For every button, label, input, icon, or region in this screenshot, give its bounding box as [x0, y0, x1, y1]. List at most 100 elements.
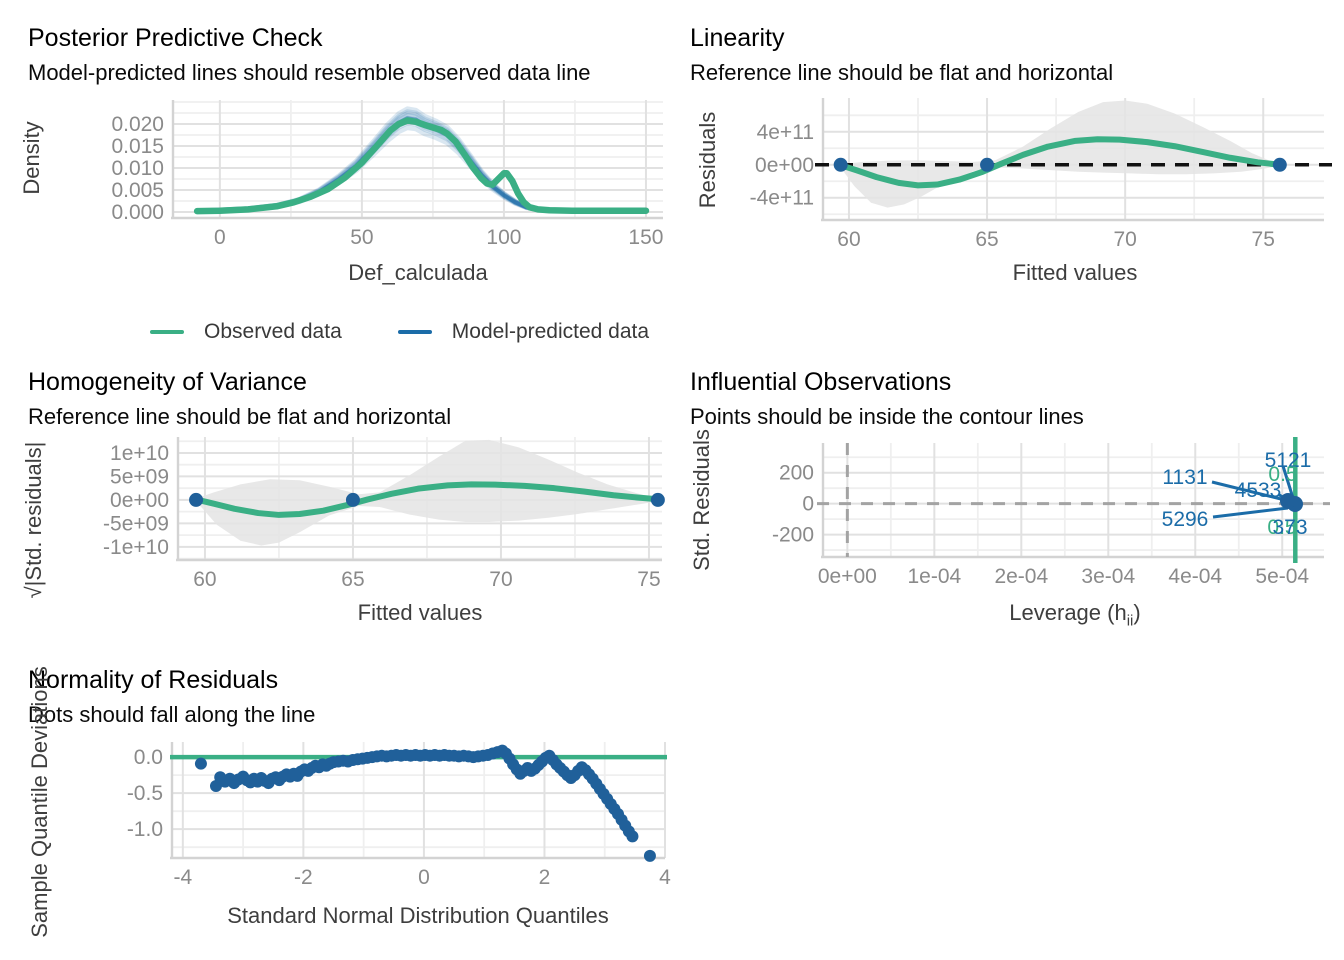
- panel-title: Homogeneity of Variance: [28, 368, 307, 396]
- x-axis-title-text: Leverage (h: [1009, 600, 1127, 625]
- y-tick-label: 0.010: [111, 157, 164, 180]
- data-point: [833, 157, 848, 172]
- point-label: 5121: [1265, 449, 1312, 472]
- x-tick-label: 0: [418, 866, 430, 889]
- point-label: 373: [1272, 516, 1307, 539]
- panel-subtitle: Points should be inside the contour line…: [690, 404, 1084, 429]
- legend-swatch-predicted: [397, 330, 432, 334]
- y-tick-label: 5e+09: [110, 465, 169, 488]
- point-label: 0.5: [1268, 463, 1297, 486]
- label-leader-line: [1212, 506, 1289, 519]
- confidence-band: [196, 439, 658, 546]
- x-tick-label: 5e-04: [1255, 565, 1309, 588]
- x-tick-label: 65: [341, 568, 364, 591]
- y-tick-label: 1e+10: [110, 442, 169, 465]
- data-point: [650, 492, 665, 507]
- normality-plot: 0.0 -0.5 -1.0 -4 -2 0 2 4: [127, 742, 671, 889]
- data-point: [626, 830, 639, 843]
- y-tick-label: 0.000: [111, 201, 164, 224]
- data-point: [643, 849, 656, 862]
- model-predicted-line: [194, 125, 649, 214]
- panel-title: Linearity: [690, 24, 785, 52]
- panel-subtitle: Dots should fall along the line: [28, 702, 316, 727]
- label-leader-line: [1211, 480, 1290, 503]
- x-tick-label: 2e-04: [994, 565, 1048, 588]
- panel-subtitle: Reference line should be flat and horizo…: [690, 60, 1114, 85]
- panel-title: Posterior Predictive Check: [28, 24, 323, 52]
- y-tick-label: 0.015: [111, 135, 164, 158]
- x-tick-label: 60: [193, 568, 216, 591]
- x-tick-label: 4: [659, 866, 671, 889]
- legend-label-observed: Observed data: [204, 320, 342, 343]
- x-tick-label: 65: [975, 228, 998, 251]
- panel-subtitle: Model-predicted lines should resemble ob…: [28, 60, 591, 85]
- data-point: [194, 757, 207, 770]
- x-tick-label: 75: [637, 568, 660, 591]
- panel-influential-observations: 200 0 -200 0e+00 1e-04 2e-04 3e-04 4e-04 5e-04 51…: [672, 360, 1344, 656]
- x-axis-title: Fitted values: [357, 600, 483, 625]
- point-label: 4533: [1235, 479, 1282, 502]
- panel-linearity: 4e+11 0e+00 -4e+11 60 65 70 75 Linearity Refer…: [672, 0, 1344, 360]
- point-label: 1131: [1162, 466, 1207, 489]
- linearity-plot: 4e+11 0e+00 -4e+11 60 65 70 75: [750, 98, 1332, 251]
- y-axis-title: Sample Quantile Deviations: [27, 666, 52, 938]
- y-tick-label: 0.005: [111, 179, 164, 202]
- data-point: [345, 492, 360, 507]
- panel-title: Normality of Residuals: [28, 666, 279, 694]
- x-tick-label: 0e+00: [818, 565, 877, 588]
- x-axis-title-subscript: ii: [1126, 612, 1134, 630]
- y-axis-title: Std. Residuals: [689, 429, 714, 571]
- x-tick-label: 70: [489, 568, 512, 591]
- legend: Observed data Model-predicted data: [150, 320, 649, 344]
- panel-normality-of-residuals: 0.0 -0.5 -1.0 -4 -2 0 2 4 Normality of Residual…: [0, 656, 672, 960]
- x-tick-label: -4: [174, 866, 193, 889]
- x-axis-title: Fitted values: [1012, 260, 1138, 285]
- y-axis-title: Residuals: [695, 111, 720, 209]
- x-tick-label: 75: [1252, 228, 1275, 251]
- x-tick-label: 3e-04: [1081, 565, 1135, 588]
- observed-curve: [837, 136, 1283, 189]
- y-tick-label: -0.5: [127, 782, 163, 805]
- label-leader-line: [1281, 465, 1295, 499]
- y-tick-label: -4e+11: [750, 187, 814, 210]
- x-tick-label: -2: [294, 866, 313, 889]
- x-tick-label: 60: [837, 228, 860, 251]
- point-label: 0.5: [1267, 516, 1296, 539]
- legend-label-predicted: Model-predicted data: [451, 320, 650, 343]
- y-tick-label: 0.020: [111, 113, 164, 136]
- y-tick-label: -1.0: [127, 818, 163, 841]
- x-tick-label: 4e-04: [1168, 565, 1222, 588]
- x-tick-label: 150: [628, 226, 663, 249]
- y-tick-label: 0.0: [134, 746, 163, 769]
- x-tick-label: 2: [539, 866, 551, 889]
- y-tick-label: 0: [802, 493, 814, 516]
- y-axis-title: √|Std. residuals|: [21, 441, 46, 599]
- panel-title: Influential Observations: [690, 368, 952, 396]
- y-tick-label: -200: [772, 524, 814, 547]
- x-axis-title-close: ): [1133, 600, 1141, 625]
- observed-curve: [193, 117, 650, 215]
- panel-subtitle: Reference line should be flat and horizo…: [28, 404, 452, 429]
- point-label: 5296: [1162, 508, 1209, 531]
- data-point: [1272, 157, 1287, 172]
- observed-curve: [193, 481, 661, 518]
- x-tick-label: 70: [1113, 228, 1136, 251]
- data-point: [980, 157, 995, 172]
- x-axis-title: Def_calculada: [348, 260, 488, 285]
- x-tick-label: 100: [486, 226, 521, 249]
- y-tick-label: 0e+00: [755, 154, 814, 177]
- x-tick-label: 50: [350, 226, 373, 249]
- y-tick-label: 4e+11: [757, 121, 814, 144]
- data-point: [1280, 493, 1296, 509]
- x-axis-title: Standard Normal Distribution Quantiles: [227, 903, 609, 928]
- legend-swatch-observed: [150, 330, 184, 334]
- panel-homogeneity-of-variance: 1e+10 5e+09 0e+00 -5e+09 -1e+10 60 65 70 75 Homo…: [0, 360, 672, 656]
- x-tick-label: 1e-04: [907, 565, 961, 588]
- y-tick-label: -1e+10: [103, 536, 169, 559]
- x-axis-title: Leverage (hii): [1009, 600, 1140, 629]
- y-tick-label: -5e+09: [103, 512, 169, 535]
